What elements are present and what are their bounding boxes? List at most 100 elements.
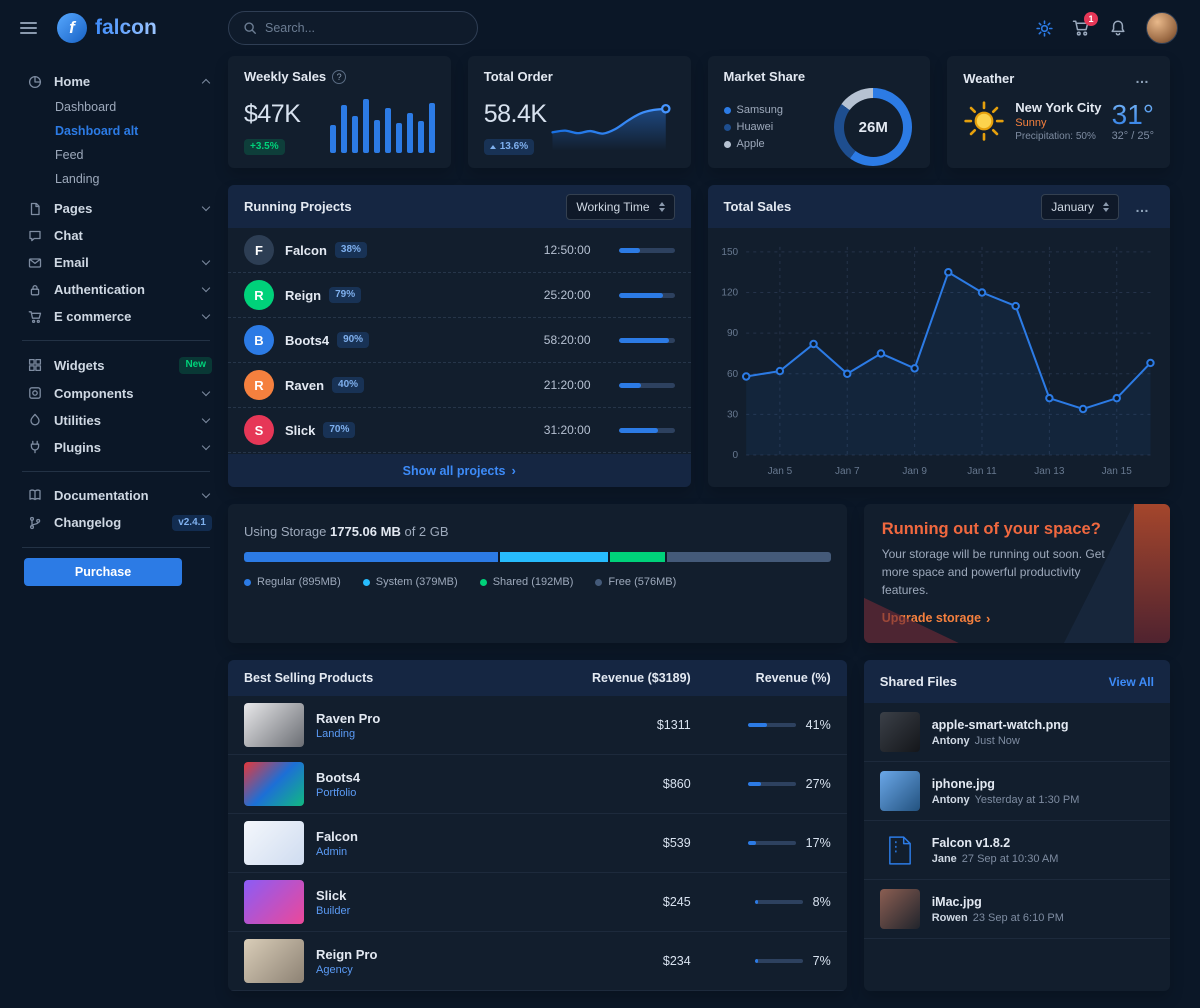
product-name-link[interactable]: Raven Pro — [316, 710, 381, 726]
chevron-down-icon — [201, 414, 211, 423]
project-name-link[interactable]: Boots4 — [285, 332, 330, 348]
purchase-button[interactable]: Purchase — [24, 558, 182, 586]
weather-city: New York City — [1015, 100, 1102, 115]
sidebar-divider — [22, 470, 210, 472]
product-category-link[interactable]: Builder — [316, 904, 351, 917]
revenue-percent-bar — [747, 723, 796, 727]
chevron-down-icon — [201, 310, 211, 320]
chevron-right-icon: › — [511, 463, 516, 478]
product-category-link[interactable]: Agency — [316, 963, 353, 976]
revenue-percent-bar — [754, 959, 803, 963]
project-progress-bar — [618, 247, 675, 253]
project-progress-badge: 79% — [329, 286, 362, 304]
file-row: Falcon v1.8.2 Jane 27 Sep at 10:30 AM — [863, 821, 1170, 880]
revenue-percent: 17% — [805, 836, 831, 850]
top-navbar: f falcon 1 — [0, 0, 1200, 56]
help-icon[interactable]: ? — [332, 69, 347, 84]
file-name-link[interactable]: Falcon v1.8.2 — [931, 835, 1011, 850]
search-input[interactable] — [265, 21, 463, 35]
sidebar-item-changelog[interactable]: Changelog v2.4.1 — [22, 509, 218, 538]
product-thumbnail — [244, 703, 304, 747]
user-avatar[interactable] — [1146, 12, 1178, 44]
sidebar: Home Dashboard Dashboard alt Feed Landing Pag… — [0, 56, 228, 900]
total-sales-menu-button[interactable]: … — [1131, 198, 1154, 216]
chevron-down-icon — [201, 202, 211, 212]
sidebar-item-email[interactable]: Email — [22, 249, 218, 276]
sidebar-item-documentation[interactable]: Documentation — [22, 482, 218, 509]
project-row: R Raven 40% 21:20:00 — [228, 363, 691, 408]
sidebar-item-dashboard-alt[interactable]: Dashboard alt — [55, 124, 139, 138]
market-share-legend: Samsung Huawei Apple — [723, 104, 783, 150]
file-meta: Jane 27 Sep at 10:30 AM — [931, 852, 1059, 865]
sidebar-item-home[interactable]: Home — [22, 68, 218, 95]
sidebar-item-components[interactable]: Components — [22, 380, 218, 407]
chevron-down-icon — [201, 489, 211, 498]
sidebar-item-e-commerce[interactable]: E commerce — [22, 303, 218, 330]
falcon-logo[interactable]: f falcon — [57, 13, 157, 43]
sidebar-submenu: Dashboard Dashboard alt Feed Landing — [22, 95, 218, 195]
project-name-link[interactable]: Falcon — [285, 242, 327, 258]
sidebar-item-authentication[interactable]: Authentication — [22, 276, 218, 303]
file-name-link[interactable]: iMac.jpg — [931, 894, 982, 909]
show-all-projects-link[interactable]: Show all projects › — [228, 454, 691, 487]
market-share-donut-chart: 26M — [834, 88, 913, 166]
product-name-link[interactable]: Slick — [316, 887, 347, 903]
sidebar-item-chat[interactable]: Chat — [22, 222, 218, 249]
project-progress-badge: 38% — [334, 241, 367, 259]
weather-menu-button[interactable]: … — [1131, 69, 1154, 87]
project-name-link[interactable]: Reign — [285, 287, 322, 303]
sidebar-item-plugins[interactable]: Plugins — [22, 434, 218, 461]
storage-legend: Regular (895MB) System (379MB) Shared (192… — [244, 576, 831, 588]
hamburger-menu-button[interactable] — [16, 18, 41, 38]
product-thumbnail — [244, 821, 304, 865]
pie-chart-icon — [28, 75, 44, 89]
project-name-link[interactable]: Raven — [285, 377, 325, 393]
project-progress-badge: 40% — [332, 376, 365, 394]
svg-text:30: 30 — [726, 409, 738, 420]
product-category-link[interactable]: Landing — [316, 727, 356, 740]
file-row: apple-smart-watch.png Antony Just Now — [863, 703, 1170, 762]
cart-button[interactable]: 1 — [1072, 12, 1098, 37]
file-name-link[interactable]: iphone.jpg — [931, 776, 995, 791]
product-revenue: $245 — [662, 895, 691, 909]
sidebar-item-landing[interactable]: Landing — [55, 172, 100, 186]
sidebar-item-feed[interactable]: Feed — [55, 148, 84, 162]
sidebar-item-dashboard[interactable]: Dashboard — [55, 100, 117, 114]
sidebar-item-widgets[interactable]: Widgets New — [22, 351, 218, 380]
product-row: Raven Pro Landing $1311 41% — [228, 696, 847, 755]
space-warning-title: Running out of your space? — [881, 520, 1101, 538]
settings-gear-button[interactable] — [1036, 19, 1053, 37]
working-time-select[interactable]: Working Time — [566, 193, 675, 220]
sidebar-badge: v2.4.1 — [172, 514, 212, 531]
product-thumbnail — [244, 762, 304, 806]
notifications-button[interactable] — [1109, 19, 1127, 37]
sidebar-item-utilities[interactable]: Utilities — [22, 407, 218, 434]
storage-legend-item: Free (576MB) — [595, 576, 676, 588]
chevron-up-icon — [201, 78, 211, 88]
sun-icon — [963, 100, 1005, 142]
product-name-link[interactable]: Boots4 — [316, 769, 361, 785]
search-box[interactable] — [228, 11, 478, 45]
product-category-link[interactable]: Admin — [316, 845, 348, 858]
view-all-link[interactable]: View All — [1108, 674, 1154, 689]
project-time: 31:20:00 — [543, 423, 591, 437]
svg-text:Jan 7: Jan 7 — [834, 466, 859, 477]
project-name-link[interactable]: Slick — [285, 422, 316, 438]
file-name-link[interactable]: apple-smart-watch.png — [931, 717, 1069, 732]
product-category-link[interactable]: Portfolio — [316, 786, 357, 799]
storage-card: Using Storage 1775.06 MB of 2 GB Regular… — [228, 504, 847, 643]
product-row: Reign Pro Agency $234 7% — [228, 932, 847, 991]
bar — [384, 107, 391, 153]
revenue-column-header: Revenue ($3189) — [592, 671, 691, 685]
storage-segment — [666, 552, 831, 562]
month-select[interactable]: January — [1041, 193, 1119, 220]
svg-text:Jan 13: Jan 13 — [1034, 466, 1065, 477]
project-row: F Falcon 38% 12:50:00 — [228, 228, 691, 273]
sidebar-divider — [22, 340, 210, 341]
weather-title: Weather — [963, 70, 1015, 86]
project-progress-bar — [618, 382, 675, 388]
product-name-link[interactable]: Reign Pro — [316, 946, 378, 962]
file-thumbnail — [879, 889, 920, 929]
product-name-link[interactable]: Falcon — [316, 828, 358, 844]
sidebar-item-pages[interactable]: Pages — [22, 195, 218, 222]
